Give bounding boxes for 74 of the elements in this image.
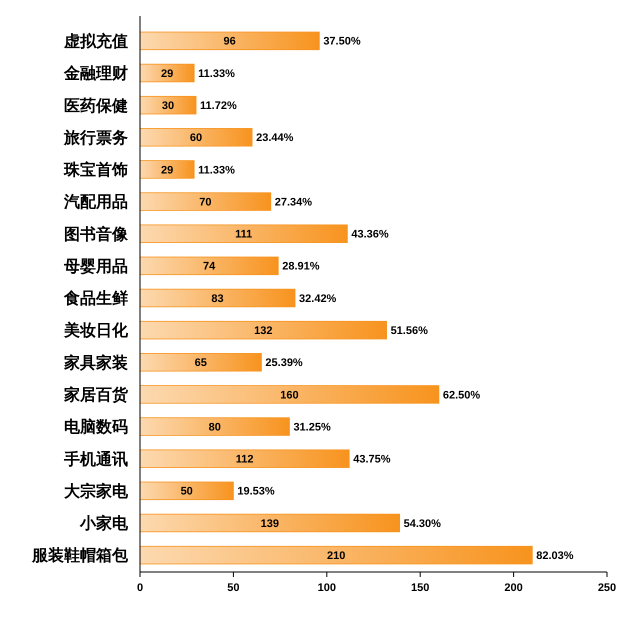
y-tick-label: 食品生鲜 [63, 290, 128, 308]
x-tick-label: 100 [318, 582, 336, 594]
data-label: 96 [224, 36, 236, 48]
bar [140, 160, 195, 179]
y-tick-label: 家居百货 [63, 385, 129, 404]
annotation: 11.33% [198, 68, 236, 80]
data-label: 50 [180, 486, 193, 498]
annotation: 27.34% [274, 196, 312, 208]
bar [140, 546, 533, 564]
annotation: 19.53% [237, 486, 275, 498]
data-label: 160 [280, 389, 299, 402]
bar [140, 224, 348, 243]
data-label: 132 [254, 324, 272, 337]
data-label: 139 [260, 518, 280, 530]
bar [140, 128, 252, 147]
bar [140, 417, 290, 436]
annotation: 28.91% [282, 260, 320, 273]
y-tick-label: 医药保健 [64, 96, 128, 115]
y-tick-label: 汽配用品 [63, 193, 128, 212]
y-tick-label: 珠宝首饰 [63, 160, 128, 180]
y-tick-label: 金融理财 [63, 64, 128, 83]
annotation: 32.42% [299, 292, 337, 305]
y-tick-label: 小家电 [79, 514, 129, 533]
annotation: 43.75% [353, 454, 391, 466]
data-label: 83 [211, 292, 224, 305]
data-label: 60 [190, 132, 202, 144]
y-tick-label: 服装鞋帽箱包 [31, 546, 129, 565]
y-tick-label: 大宗家电 [64, 481, 129, 500]
annotation: 43.36% [351, 228, 389, 241]
data-label: 210 [326, 550, 346, 562]
bar [140, 96, 196, 114]
data-label: 80 [208, 421, 221, 434]
data-label: 29 [160, 164, 174, 176]
x-tick-label: 150 [411, 582, 430, 594]
data-label: 70 [199, 196, 212, 208]
annotation: 23.44% [256, 132, 294, 144]
data-label: 74 [202, 260, 216, 273]
annotation: 54.30% [404, 518, 442, 530]
bar [140, 320, 387, 340]
annotation: 11.72% [200, 100, 237, 112]
y-tick-label: 家具家装 [63, 352, 128, 372]
x-tick-label: 50 [227, 582, 240, 594]
bar [140, 353, 262, 372]
data-label: 29 [160, 68, 174, 80]
y-tick-label: 母婴用品 [63, 257, 128, 276]
bar [140, 514, 400, 532]
bar [140, 192, 272, 211]
y-tick-label: 图书音像 [64, 225, 129, 244]
data-label: 112 [236, 454, 254, 466]
data-label: 111 [235, 228, 252, 241]
y-tick-label: 手机通讯 [63, 450, 128, 468]
bar [140, 64, 195, 82]
bar [140, 256, 279, 276]
annotation: 82.03% [536, 550, 574, 562]
annotation: 25.39% [265, 357, 303, 370]
x-tick-label: 200 [504, 582, 523, 594]
bar [140, 288, 296, 308]
bar [140, 449, 350, 468]
bar [140, 482, 234, 500]
annotation: 31.25% [293, 421, 331, 434]
y-tick-label: 旅行票务 [63, 128, 128, 147]
data-label: 65 [194, 357, 207, 370]
bar [140, 32, 320, 50]
y-tick-label: 电脑数码 [64, 418, 128, 436]
annotation: 62.50% [442, 389, 480, 402]
x-tick-label: 250 [598, 582, 616, 594]
annotation: 37.50% [323, 36, 361, 48]
data-label: 30 [162, 100, 174, 112]
y-tick-label: 虚拟充值 [63, 32, 128, 50]
annotation: 51.56% [390, 324, 428, 337]
y-tick-label: 美妆日化 [63, 320, 129, 340]
x-tick-label: 0 [136, 582, 144, 594]
annotation: 11.33% [198, 164, 236, 176]
bar [140, 385, 440, 404]
